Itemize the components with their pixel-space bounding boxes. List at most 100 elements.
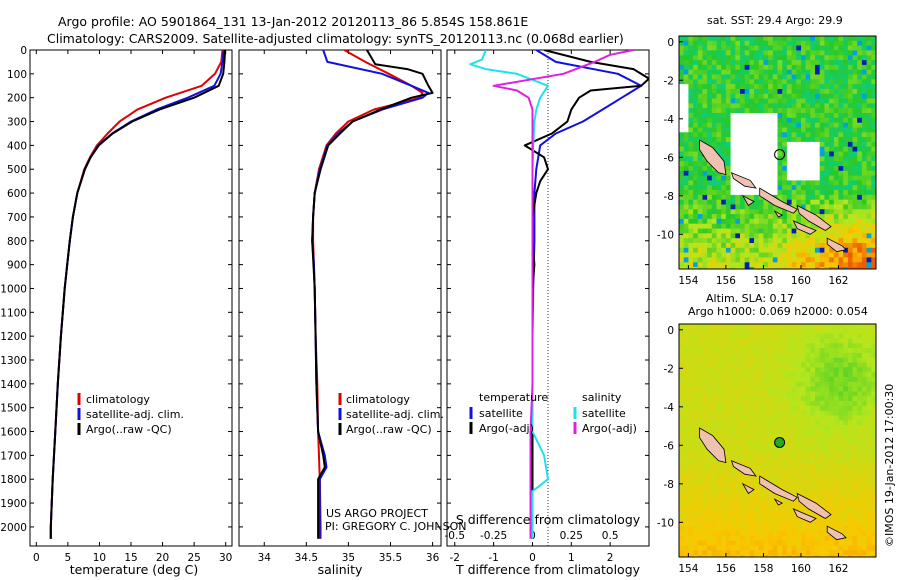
map-cell <box>772 531 779 537</box>
map-cell <box>843 117 849 124</box>
map-cell <box>782 468 788 474</box>
map-cell <box>688 103 694 109</box>
map-cell <box>683 454 689 460</box>
map-cell <box>810 194 816 201</box>
map-cell <box>683 386 689 393</box>
map-cell <box>810 545 816 551</box>
map-cell <box>838 127 844 133</box>
map-cell <box>843 40 849 47</box>
map-cell <box>782 117 788 124</box>
map-cell <box>768 352 774 359</box>
map-cell <box>801 103 807 109</box>
map-cell <box>857 391 863 397</box>
map-cell <box>866 141 872 148</box>
map-cell <box>702 328 708 335</box>
map-cell <box>688 410 694 417</box>
map-cell <box>735 74 741 80</box>
map-cell <box>871 108 876 114</box>
map-cell <box>768 218 774 225</box>
map-cell <box>749 333 755 340</box>
map-cell <box>852 449 858 455</box>
map-cell <box>725 175 732 182</box>
map-cell <box>824 463 830 470</box>
x-tick-label: 36 <box>426 552 440 564</box>
map-cell <box>768 40 774 47</box>
map-cell <box>730 357 736 364</box>
map-cell <box>791 338 797 344</box>
map-cell <box>871 429 876 436</box>
map-cell <box>796 257 802 263</box>
map-cell <box>735 223 741 230</box>
map-cell <box>847 405 854 412</box>
map-cell <box>786 247 793 254</box>
map-cell <box>768 511 774 518</box>
map-cell <box>857 257 863 263</box>
map-cell <box>711 478 718 484</box>
map-cell <box>805 458 811 465</box>
map-cell <box>749 247 755 254</box>
y-tick-label: 2000 <box>0 522 27 534</box>
map-cell <box>815 468 821 474</box>
map-cell <box>749 328 755 335</box>
map-cell <box>697 410 704 417</box>
map-cell <box>815 425 821 431</box>
map-cell <box>744 175 750 182</box>
map-cell <box>871 555 876 557</box>
map-cell <box>810 410 816 417</box>
map-cell <box>786 98 793 105</box>
map-cell <box>782 550 788 556</box>
map-cell <box>824 535 830 542</box>
map-cell <box>871 267 876 269</box>
map-cell <box>777 247 783 254</box>
map-cell <box>847 175 854 182</box>
map-cell <box>815 262 821 268</box>
map-cell <box>763 93 769 100</box>
map-cell <box>693 64 699 71</box>
map-cell <box>679 391 685 397</box>
map-cell <box>801 151 807 157</box>
map-cell <box>768 262 774 268</box>
map-cell <box>852 267 858 269</box>
map-cell <box>824 74 830 80</box>
map-cell <box>829 214 835 220</box>
map-cell <box>782 185 788 191</box>
map-cell <box>871 487 876 494</box>
map-cell <box>735 243 741 249</box>
map-cell <box>829 199 835 206</box>
map-cell <box>829 127 835 133</box>
map-cell <box>772 405 779 412</box>
map-cell <box>702 348 708 354</box>
map-cell <box>749 367 755 373</box>
map-cell <box>805 492 811 498</box>
map-cell <box>697 98 704 105</box>
map-cell <box>721 550 727 556</box>
map-cell <box>847 372 854 378</box>
map-cell <box>707 257 713 263</box>
map-cell <box>725 324 732 330</box>
map-cell <box>847 449 854 455</box>
map-cell <box>852 74 858 80</box>
map-cell <box>679 521 685 527</box>
map-cell <box>679 550 685 556</box>
island-outline <box>773 498 784 506</box>
map-cell <box>852 252 858 259</box>
map-cell <box>777 161 783 167</box>
map-cell <box>810 262 816 268</box>
map-cell <box>805 257 811 263</box>
map-cell <box>749 550 755 556</box>
map-cell <box>721 84 727 90</box>
map-cell <box>843 36 849 42</box>
map-cell <box>697 257 704 263</box>
map-cell <box>679 60 685 66</box>
map-cell <box>754 223 760 230</box>
map-cell <box>838 156 844 162</box>
map-cell <box>815 74 821 80</box>
map-cell <box>857 218 863 225</box>
map-cell <box>754 137 760 143</box>
map-cell <box>730 45 736 52</box>
map-cell <box>777 137 783 143</box>
map-cell <box>740 36 746 42</box>
map-cell <box>801 93 807 100</box>
map-cell <box>744 113 750 119</box>
map-cell <box>824 550 830 556</box>
